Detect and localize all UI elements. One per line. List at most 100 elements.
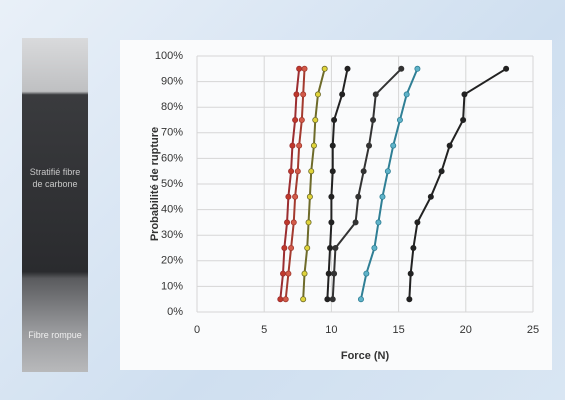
data-point [296, 65, 303, 72]
x-tick-label: 25 [527, 324, 539, 336]
data-point [331, 117, 338, 124]
x-tick-label: 0 [194, 324, 200, 336]
series-line [408, 67, 507, 300]
data-point [324, 296, 331, 303]
data-point [301, 270, 308, 277]
series-line [326, 68, 349, 300]
y-tick-label: 40% [161, 204, 183, 216]
data-point [363, 270, 370, 277]
series-line [284, 68, 306, 300]
data-point [371, 244, 378, 251]
data-point [410, 244, 417, 251]
data-point [427, 193, 434, 200]
photo-label: Stratifié fibre de carbone [29, 167, 81, 189]
data-point [329, 142, 336, 149]
data-point [282, 296, 289, 303]
data-point [294, 168, 301, 175]
y-tick-label: 60% [161, 152, 183, 164]
data-point [300, 296, 307, 303]
data-point [370, 117, 377, 124]
x-axis-title: Force (N) [341, 350, 390, 362]
data-point [285, 270, 292, 277]
photo-caption: Fibre rompue [28, 330, 82, 340]
data-point [355, 193, 362, 200]
series-line [359, 68, 419, 300]
series-line [279, 68, 301, 300]
series-line [331, 68, 402, 300]
y-tick-label: 30% [161, 229, 183, 241]
data-point [310, 142, 317, 149]
data-point [293, 91, 300, 98]
data-point [328, 193, 335, 200]
data-point [329, 168, 336, 175]
data-point [390, 142, 397, 149]
data-point [329, 296, 336, 303]
data-point [277, 296, 284, 303]
data-point [280, 270, 287, 277]
data-point [396, 117, 403, 124]
data-point [312, 117, 319, 124]
x-tick-label: 20 [460, 324, 472, 336]
data-point [292, 117, 299, 124]
data-point [288, 244, 295, 251]
data-point [288, 168, 295, 175]
data-point [398, 65, 405, 72]
data-point [460, 117, 467, 124]
y-tick-label: 10% [161, 280, 183, 292]
x-tick-label: 15 [392, 324, 404, 336]
data-point [384, 168, 391, 175]
data-point [325, 270, 332, 277]
y-axis-title: Probabilité de rupture [149, 127, 161, 241]
data-point [306, 193, 313, 200]
data-point [289, 142, 296, 149]
data-point [296, 142, 303, 149]
data-point [285, 193, 292, 200]
data-point [379, 193, 386, 200]
data-point [304, 244, 311, 251]
data-point [332, 244, 339, 251]
data-point [339, 91, 346, 98]
data-point [438, 168, 445, 175]
y-tick-label: 80% [161, 101, 183, 113]
data-point [352, 219, 359, 226]
data-point [284, 219, 291, 226]
data-point [461, 91, 468, 98]
photo: Stratifié fibre de carbone Fibre rompue [22, 38, 88, 372]
data-point [331, 270, 338, 277]
data-point [321, 65, 328, 72]
chart-panel [120, 40, 552, 370]
data-point [308, 168, 315, 175]
data-point [414, 219, 421, 226]
data-point [357, 296, 364, 303]
y-tick-label: 0% [167, 306, 183, 318]
series-line [302, 68, 326, 300]
y-tick-label: 90% [161, 76, 183, 88]
data-point [406, 296, 413, 303]
y-tick-label: 100% [155, 50, 183, 62]
y-tick-label: 20% [161, 255, 183, 267]
data-point [300, 91, 307, 98]
data-point [375, 219, 382, 226]
data-point [290, 219, 297, 226]
data-point [328, 219, 335, 226]
data-point [360, 168, 367, 175]
data-point [281, 244, 288, 251]
data-point [327, 244, 334, 251]
data-point [407, 270, 414, 277]
data-point [372, 91, 379, 98]
data-point [314, 91, 321, 98]
data-point [301, 65, 308, 72]
data-point [446, 142, 453, 149]
y-tick-label: 50% [161, 178, 183, 190]
data-point [403, 91, 410, 98]
x-tick-label: 5 [261, 324, 267, 336]
data-point [344, 65, 351, 72]
data-point [366, 142, 373, 149]
data-point [305, 219, 312, 226]
data-point [292, 193, 299, 200]
y-tick-label: 70% [161, 127, 183, 139]
data-point [503, 65, 510, 72]
data-point [414, 65, 421, 72]
